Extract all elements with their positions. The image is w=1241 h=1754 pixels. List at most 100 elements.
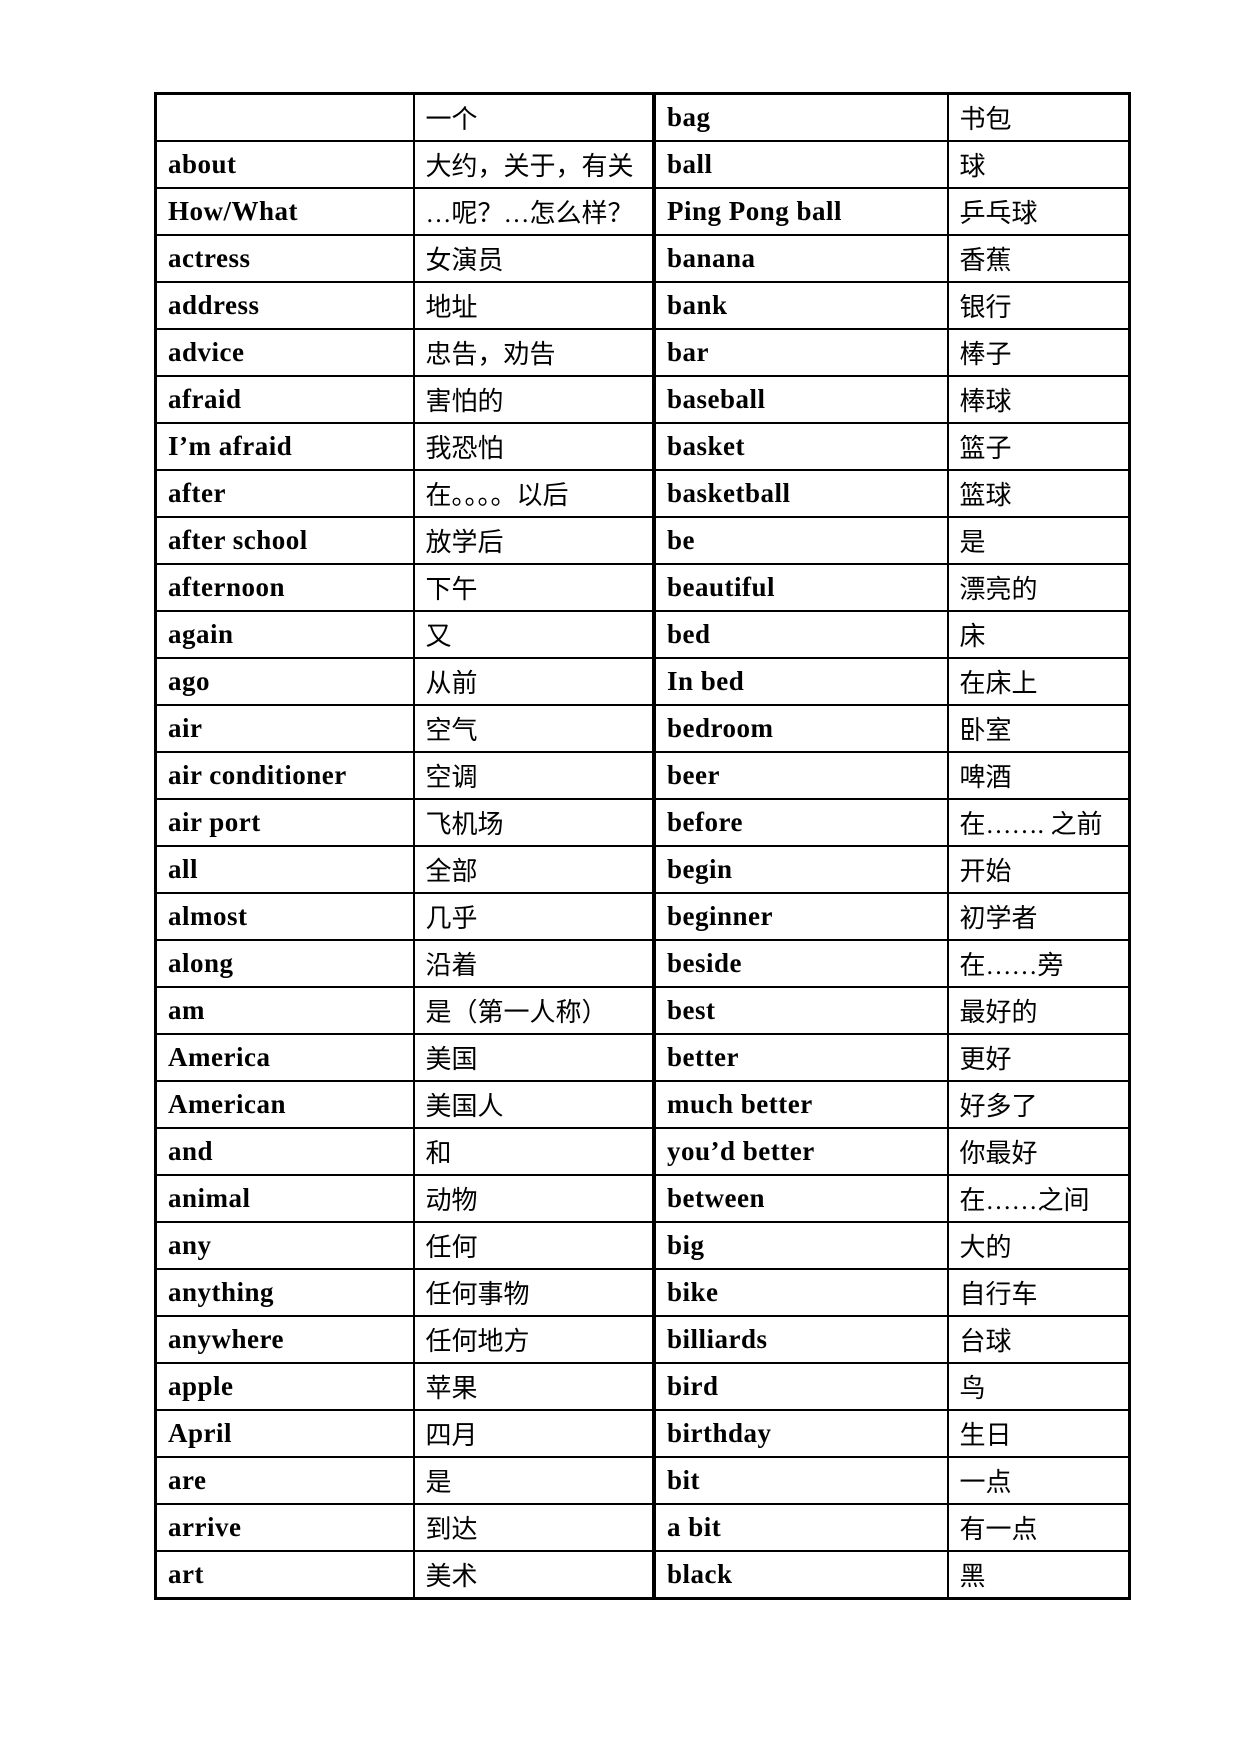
chinese-translation-cell: 在……. 之前 [946,798,1131,847]
english-word-cell: America [154,1033,415,1082]
english-word-cell: ball [653,140,949,189]
english-word-cell: any [154,1221,415,1270]
english-word-cell: air port [154,798,415,847]
chinese-translation-cell: 是 [412,1456,655,1505]
table-row: ball 球 [653,140,1131,189]
chinese-translation-cell: 全部 [412,845,655,894]
table-row: be 是 [653,516,1131,565]
table-row: a bit 有一点 [653,1503,1131,1552]
chinese-translation-cell: 害怕的 [412,375,655,424]
english-word-cell: basketball [653,469,949,518]
english-word-cell: ago [154,657,415,706]
english-word-cell: almost [154,892,415,941]
table-row: beautiful 漂亮的 [653,563,1131,612]
english-word-cell: along [154,939,415,988]
english-word-cell: afraid [154,375,415,424]
table-row: about 大约，关于，有关 [154,140,655,189]
vocabulary-tables: 一个 about 大约，关于，有关 How/What …呢？…怎么样？ actress 女演… [154,92,1131,1600]
table-row: before 在……. 之前 [653,798,1131,847]
english-word-cell: bedroom [653,704,949,753]
chinese-translation-cell: 篮球 [946,469,1131,518]
table-row: again 又 [154,610,655,659]
table-row: I’m afraid 我恐怕 [154,422,655,471]
english-word-cell: bed [653,610,949,659]
table-row: ago 从前 [154,657,655,706]
chinese-translation-cell: 在。。。。以后 [412,469,655,518]
english-word-cell: air conditioner [154,751,415,800]
english-word-cell: American [154,1080,415,1129]
chinese-translation-cell: 一点 [946,1456,1131,1505]
table-row: much better 好多了 [653,1080,1131,1129]
english-word-cell: I’m afraid [154,422,415,471]
chinese-translation-cell: 鸟 [946,1362,1131,1411]
table-row: In bed 在床上 [653,657,1131,706]
table-row: address 地址 [154,281,655,330]
vocab-table-left: 一个 about 大约，关于，有关 How/What …呢？…怎么样？ actress 女演… [154,92,655,1600]
english-word-cell: air [154,704,415,753]
chinese-translation-cell: 漂亮的 [946,563,1131,612]
english-word-cell: animal [154,1174,415,1223]
table-row: animal 动物 [154,1174,655,1223]
table-row: bed 床 [653,610,1131,659]
english-word-cell: anywhere [154,1315,415,1364]
english-word-cell: a bit [653,1503,949,1552]
chinese-translation-cell: 一个 [412,92,655,142]
english-word-cell: bank [653,281,949,330]
table-row: April 四月 [154,1409,655,1458]
chinese-translation-cell: 美国人 [412,1080,655,1129]
english-word-cell: April [154,1409,415,1458]
table-row: beginner 初学者 [653,892,1131,941]
table-row: am 是（第一人称） [154,986,655,1035]
english-word-cell: art [154,1550,415,1600]
table-row: after school 放学后 [154,516,655,565]
english-word-cell: billiards [653,1315,949,1364]
table-row: all 全部 [154,845,655,894]
english-word-cell: address [154,281,415,330]
table-row: begin 开始 [653,845,1131,894]
english-word-cell: bit [653,1456,949,1505]
chinese-translation-cell: 棒球 [946,375,1131,424]
chinese-translation-cell: 是（第一人称） [412,986,655,1035]
chinese-translation-cell: 四月 [412,1409,655,1458]
table-row: Ping Pong ball 乒乓球 [653,187,1131,236]
table-row: arrive 到达 [154,1503,655,1552]
chinese-translation-cell: 开始 [946,845,1131,894]
english-word-cell: be [653,516,949,565]
chinese-translation-cell: 最好的 [946,986,1131,1035]
chinese-translation-cell: 任何地方 [412,1315,655,1364]
english-word-cell: In bed [653,657,949,706]
chinese-translation-cell: 床 [946,610,1131,659]
table-row: anything 任何事物 [154,1268,655,1317]
english-word-cell: again [154,610,415,659]
english-word-cell: apple [154,1362,415,1411]
english-word-cell [154,92,415,142]
english-word-cell: and [154,1127,415,1176]
table-row: beside 在……旁 [653,939,1131,988]
chinese-translation-cell: 放学后 [412,516,655,565]
table-row: America 美国 [154,1033,655,1082]
english-word-cell: afternoon [154,563,415,612]
chinese-translation-cell: 生日 [946,1409,1131,1458]
chinese-translation-cell: 飞机场 [412,798,655,847]
english-word-cell: before [653,798,949,847]
english-word-cell: begin [653,845,949,894]
chinese-translation-cell: 美术 [412,1550,655,1600]
english-word-cell: beside [653,939,949,988]
chinese-translation-cell: 从前 [412,657,655,706]
english-word-cell: all [154,845,415,894]
chinese-translation-cell: 更好 [946,1033,1131,1082]
chinese-translation-cell: 自行车 [946,1268,1131,1317]
chinese-translation-cell: 美国 [412,1033,655,1082]
english-word-cell: beer [653,751,949,800]
table-row: between 在……之间 [653,1174,1131,1223]
english-word-cell: Ping Pong ball [653,187,949,236]
english-word-cell: anything [154,1268,415,1317]
chinese-translation-cell: 好多了 [946,1080,1131,1129]
english-word-cell: bike [653,1268,949,1317]
chinese-translation-cell: 沿着 [412,939,655,988]
english-word-cell: baseball [653,375,949,424]
chinese-translation-cell: 大的 [946,1221,1131,1270]
table-row: bar 棒子 [653,328,1131,377]
english-word-cell: bird [653,1362,949,1411]
